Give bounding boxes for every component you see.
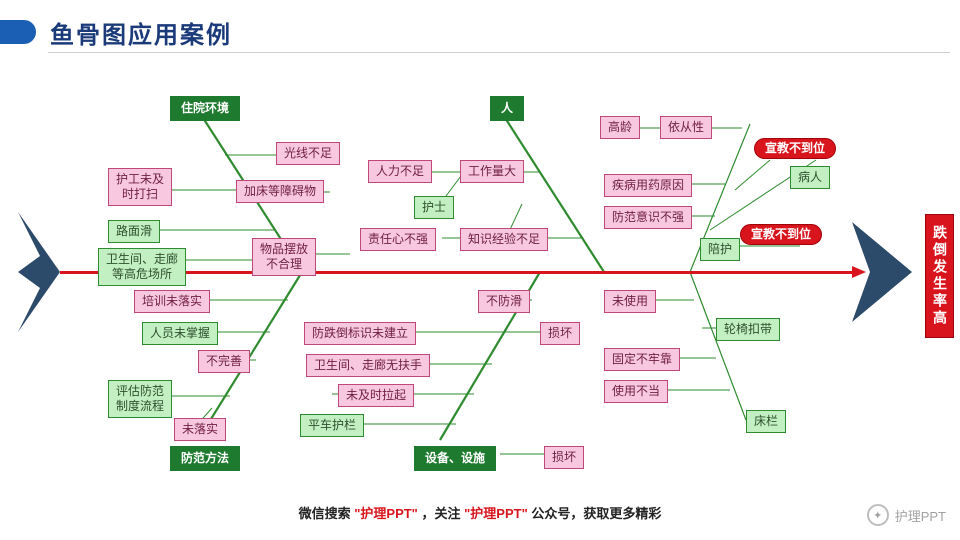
page-title: 鱼骨图应用案例: [50, 15, 232, 50]
node-red-box-17: 宣教不到位: [754, 138, 836, 159]
wechat-icon: ✦: [867, 504, 889, 526]
footer-t2: ，关注: [421, 506, 460, 521]
footer-r1: "护理PPT": [354, 506, 418, 521]
node-pink-box-4: 光线不足: [276, 142, 340, 165]
effect-box: 跌倒发生率高: [925, 214, 955, 338]
node-cat-box-0: 住院环境: [170, 96, 240, 121]
footer-t3: 公众号，获取更多精彩: [531, 506, 661, 521]
title-marker-icon: [0, 20, 36, 44]
node-pink-box-23: 培训未落实: [134, 290, 210, 313]
node-pink-box-25: 不完善: [198, 350, 250, 373]
node-green-box-36: 轮椅扣带: [716, 318, 780, 341]
node-green-box-26: 评估防范 制度流程: [108, 380, 172, 418]
node-pink-box-19: 疾病用药原因: [604, 174, 692, 197]
node-green-box-33: 平车护栏: [300, 414, 364, 437]
node-green-box-22: 陪护: [700, 238, 740, 261]
node-pink-box-16: 依从性: [660, 116, 712, 139]
node-pink-box-34: 损坏: [544, 446, 584, 469]
node-green-box-24: 人员未掌握: [142, 322, 218, 345]
node-pink-box-30: 损坏: [540, 322, 580, 345]
watermark-text: 护理PPT: [895, 506, 946, 525]
node-pink-box-28: 不防滑: [478, 290, 530, 313]
fishbone-diagram: 跌倒发生率高 住院环境 人防范方法 设备、设施 光线不足护工未及 时打扫 加床等障碍物路…: [0, 60, 960, 480]
node-pink-box-10: 人力不足: [368, 160, 432, 183]
node-pink-box-32: 未及时拉起: [338, 384, 414, 407]
node-green-box-8: 卫生间、走廊 等高危场所: [98, 248, 186, 286]
node-pink-box-11: 工作量大: [460, 160, 524, 183]
watermark: ✦ 护理PPT: [867, 504, 946, 526]
footer-t1: 微信搜索: [299, 506, 351, 521]
title-underline: [48, 52, 950, 53]
node-cat-box-3: 设备、设施: [414, 446, 496, 471]
node-pink-box-13: 责任心不强: [360, 228, 436, 251]
node-cat-box-2: 防范方法: [170, 446, 240, 471]
node-pink-box-38: 使用不当: [604, 380, 668, 403]
title-bar: 鱼骨图应用案例: [0, 12, 960, 52]
node-pink-box-15: 高龄: [600, 116, 640, 139]
node-green-box-39: 床栏: [746, 410, 786, 433]
node-pink-box-35: 未使用: [604, 290, 656, 313]
node-pink-box-14: 知识经验不足: [460, 228, 548, 251]
node-red-box-21: 宣教不到位: [740, 224, 822, 245]
footer: 微信搜索 "护理PPT" ，关注 "护理PPT" 公众号，获取更多精彩: [0, 503, 960, 522]
node-pink-box-6: 加床等障碍物: [236, 180, 324, 203]
node-pink-box-5: 护工未及 时打扫: [108, 168, 172, 206]
node-pink-box-27: 未落实: [174, 418, 226, 441]
node-cat-box-1: 人: [490, 96, 524, 121]
node-pink-box-9: 物品摆放 不合理: [252, 238, 316, 276]
node-pink-box-20: 防范意识不强: [604, 206, 692, 229]
node-pink-box-37: 固定不牢靠: [604, 348, 680, 371]
node-green-box-12: 护士: [414, 196, 454, 219]
node-pink-box-29: 防跌倒标识未建立: [304, 322, 416, 345]
footer-r2: "护理PPT": [464, 506, 528, 521]
node-green-box-7: 路面滑: [108, 220, 160, 243]
node-pink-box-31: 卫生间、走廊无扶手: [306, 354, 430, 377]
node-green-box-18: 病人: [790, 166, 830, 189]
